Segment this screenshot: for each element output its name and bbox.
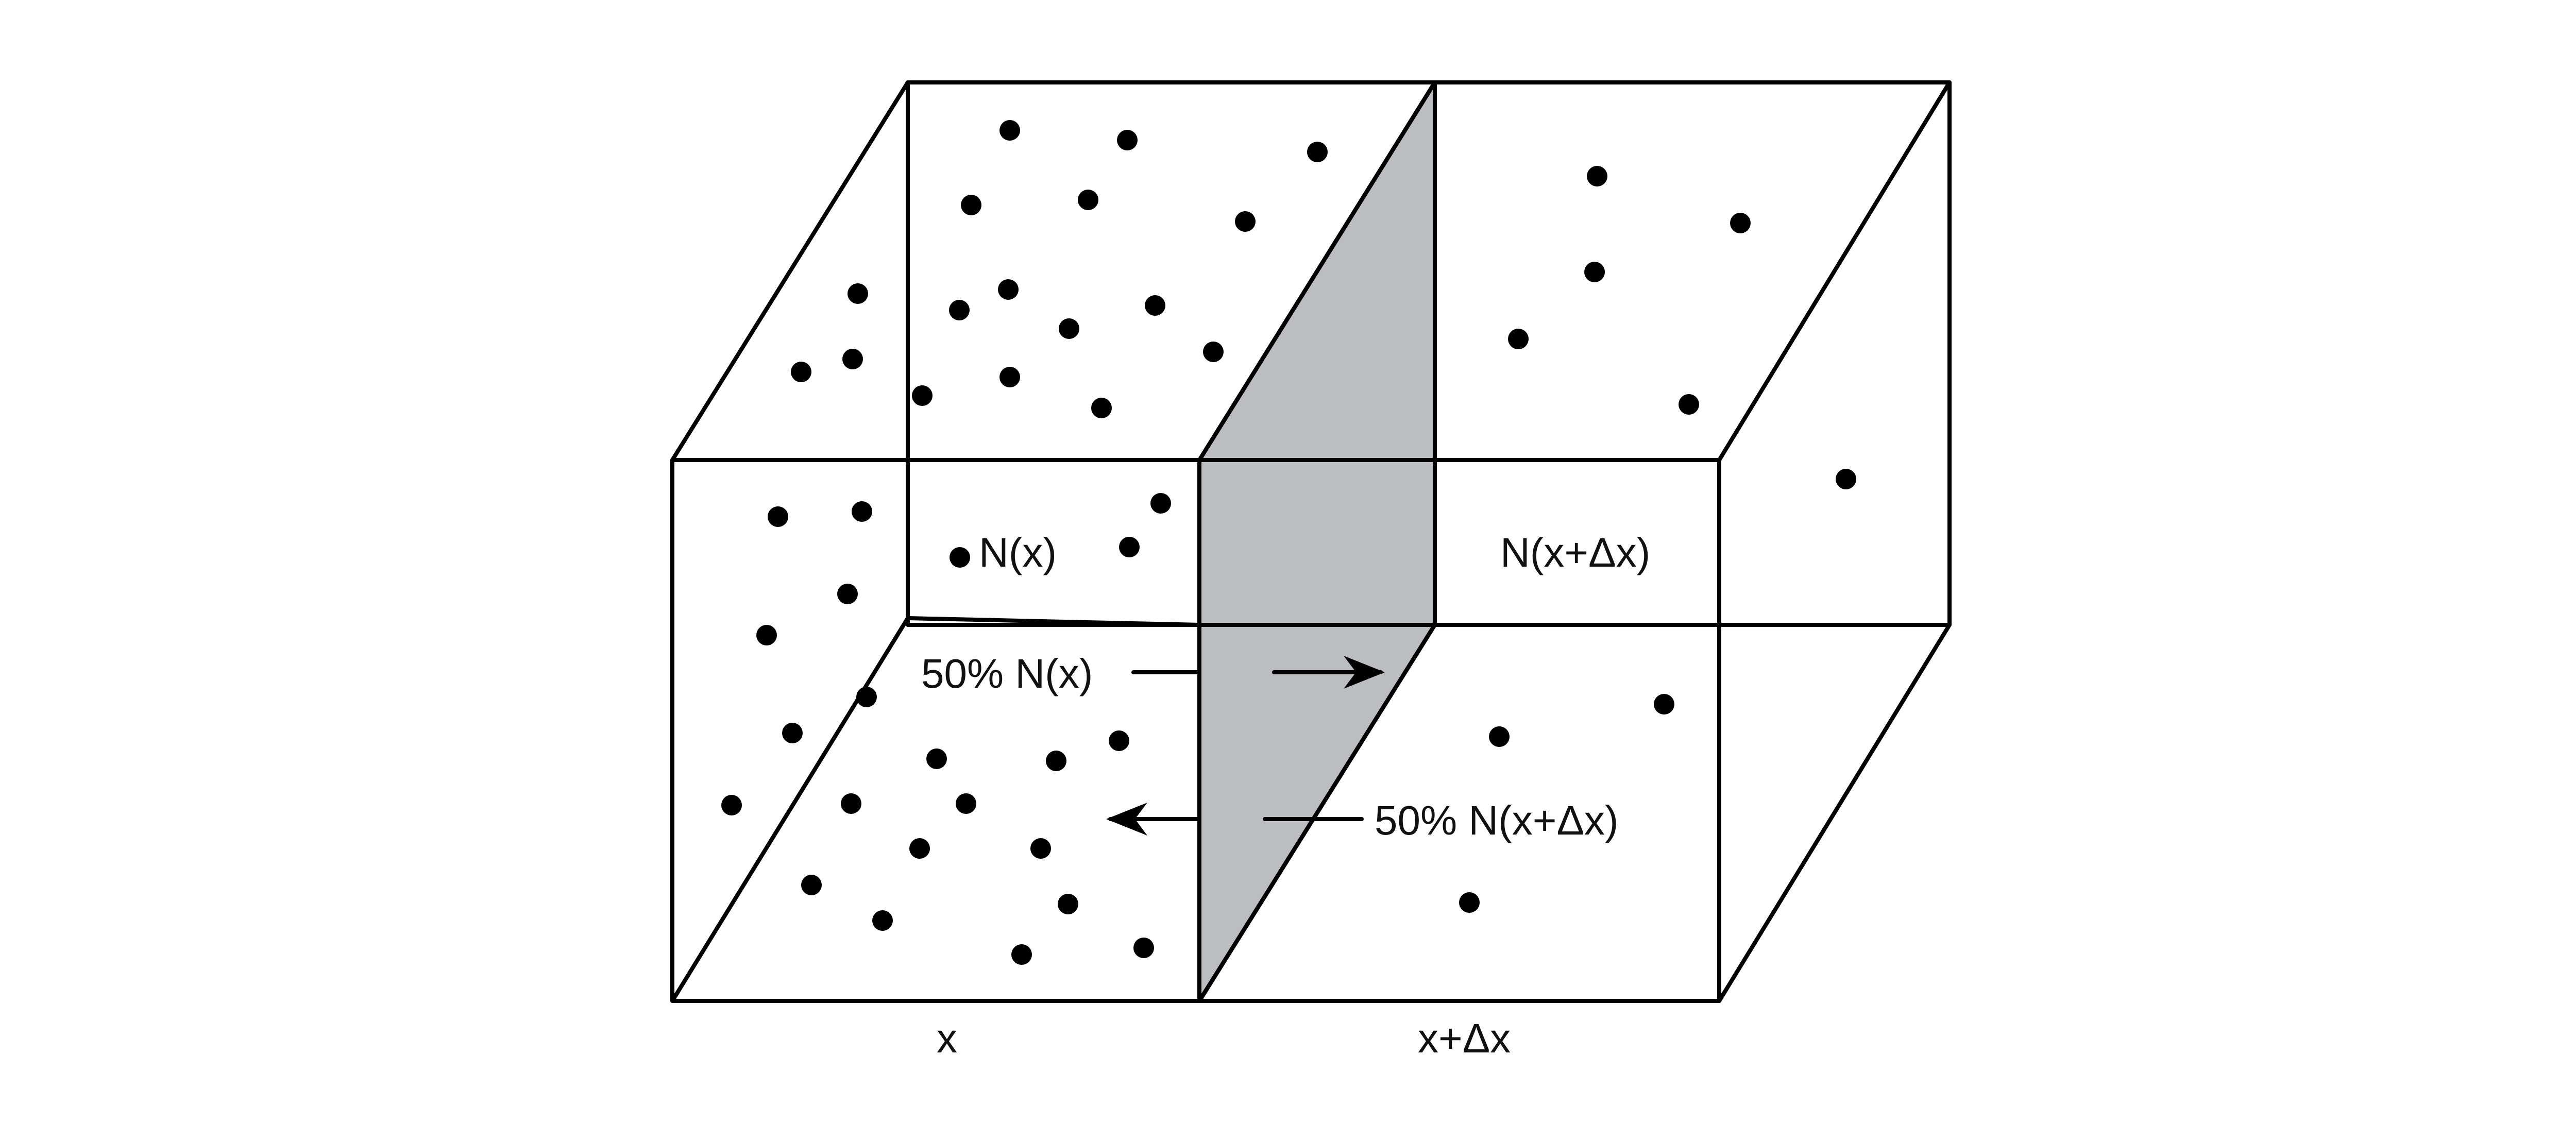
particle <box>842 349 863 369</box>
particle <box>848 283 868 304</box>
particle <box>841 793 861 814</box>
plane-top-edge <box>1197 80 1437 462</box>
particle <box>1046 751 1066 771</box>
particle <box>999 120 1020 141</box>
label-axis-x-dx: x+Δx <box>1418 1015 1511 1061</box>
particle <box>756 625 777 645</box>
particle <box>1836 469 1856 489</box>
particle <box>872 910 893 931</box>
particle <box>1584 262 1605 282</box>
label-axis-x: x <box>937 1015 957 1061</box>
depth-edge-bottom-right <box>1717 623 1952 1003</box>
particle <box>1203 342 1224 362</box>
depth-edge-bottom-left <box>670 616 910 1003</box>
particle <box>1150 493 1171 514</box>
particle <box>998 279 1019 300</box>
particle <box>837 584 858 604</box>
particle <box>1091 398 1112 418</box>
particle <box>721 795 742 815</box>
particle <box>768 506 788 527</box>
particle <box>1730 213 1751 233</box>
particle <box>1059 318 1079 339</box>
particle <box>1235 211 1256 232</box>
label-flux-backward: 50% N(x+Δx) <box>1375 797 1619 843</box>
particle <box>949 300 970 320</box>
particle <box>1109 730 1129 751</box>
particle <box>1119 537 1140 557</box>
particle <box>801 875 822 895</box>
particles-left <box>721 120 1328 965</box>
depth-edge-top-right <box>1717 80 1952 462</box>
particle <box>1508 329 1529 349</box>
back-bottom-left-edge <box>906 616 1201 627</box>
particle <box>1058 894 1078 914</box>
particle <box>782 723 803 743</box>
particle <box>1459 892 1480 913</box>
back-face <box>906 80 1952 627</box>
particle <box>912 385 933 406</box>
particle <box>1489 726 1510 747</box>
particle <box>856 687 877 707</box>
depth-edge-top-left <box>670 80 910 462</box>
particle <box>1011 944 1032 965</box>
particle <box>950 547 970 568</box>
particle <box>791 362 811 382</box>
particle <box>1078 190 1098 210</box>
particle <box>956 793 976 814</box>
particle <box>961 195 981 215</box>
particle <box>1133 938 1154 958</box>
particle <box>909 838 930 859</box>
particle <box>926 748 947 769</box>
label-n-x-dx: N(x+Δx) <box>1500 530 1650 575</box>
particle <box>1587 166 1607 186</box>
particles-right <box>1459 166 1856 913</box>
particle <box>1145 295 1165 316</box>
front-face <box>670 458 1721 1003</box>
particle <box>1679 394 1699 415</box>
box-wireframe <box>670 80 1952 1003</box>
label-flux-forward: 50% N(x) <box>921 651 1093 696</box>
particle <box>1030 838 1051 859</box>
particle <box>1117 130 1138 150</box>
particle <box>852 501 872 522</box>
particle <box>1307 142 1328 162</box>
label-n-x: N(x) <box>979 530 1057 575</box>
boundary-plane <box>1197 80 1437 1003</box>
particle <box>999 367 1020 387</box>
plane-bottom-edge <box>1197 623 1437 1003</box>
particle <box>1654 694 1674 714</box>
